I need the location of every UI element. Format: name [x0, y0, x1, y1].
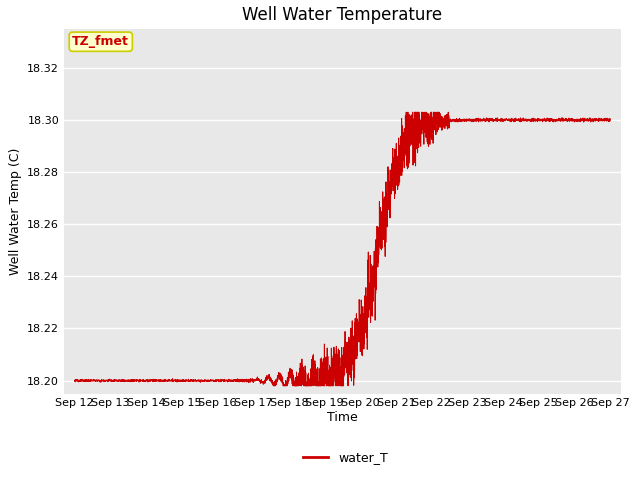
Text: TZ_fmet: TZ_fmet	[72, 35, 129, 48]
Y-axis label: Well Water Temp (C): Well Water Temp (C)	[8, 147, 22, 275]
Legend: water_T: water_T	[298, 446, 393, 469]
X-axis label: Time: Time	[327, 411, 358, 424]
Title: Well Water Temperature: Well Water Temperature	[243, 6, 442, 24]
